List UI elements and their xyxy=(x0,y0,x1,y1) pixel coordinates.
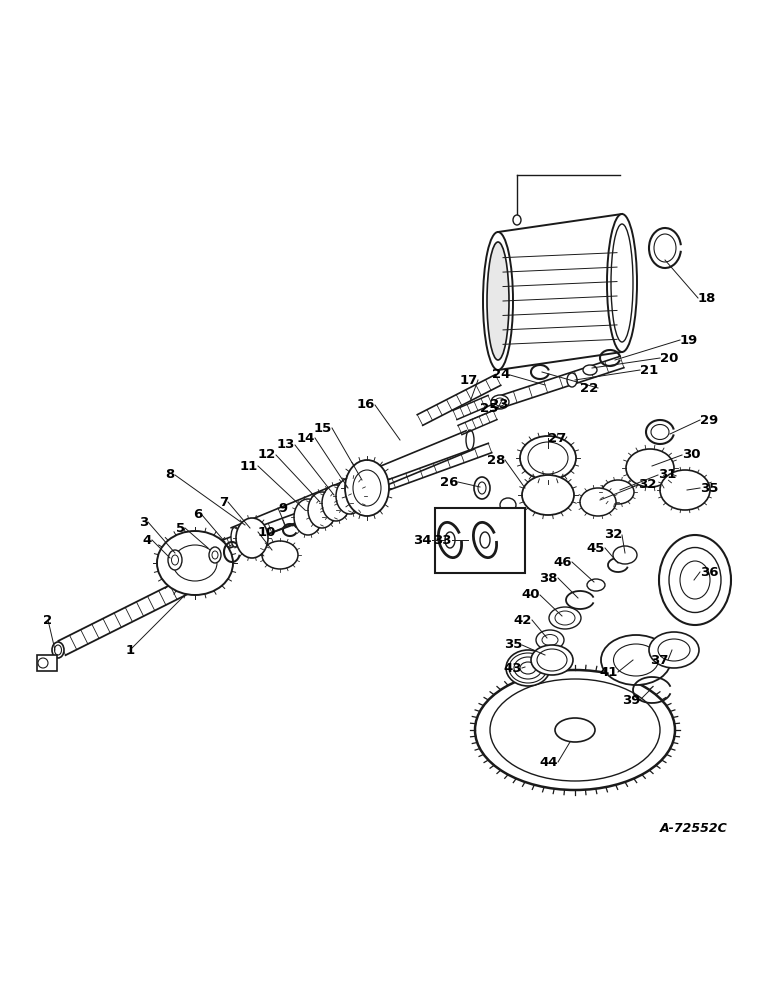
FancyBboxPatch shape xyxy=(37,655,57,671)
Ellipse shape xyxy=(555,718,595,742)
Text: 3: 3 xyxy=(139,516,148,528)
Text: 36: 36 xyxy=(700,566,719,578)
Text: 38: 38 xyxy=(540,572,558,584)
Text: 10: 10 xyxy=(258,526,276,538)
Ellipse shape xyxy=(345,460,389,516)
Text: 16: 16 xyxy=(357,398,375,412)
Ellipse shape xyxy=(52,642,64,658)
Text: 6: 6 xyxy=(193,508,202,522)
Ellipse shape xyxy=(209,547,221,563)
Text: A-72552C: A-72552C xyxy=(660,822,728,834)
Text: 20: 20 xyxy=(660,352,679,364)
Text: 41: 41 xyxy=(600,666,618,678)
Text: 8: 8 xyxy=(166,468,175,482)
Ellipse shape xyxy=(322,485,350,521)
Text: 24: 24 xyxy=(492,368,510,381)
FancyBboxPatch shape xyxy=(435,508,525,573)
Ellipse shape xyxy=(513,215,521,225)
Text: 45: 45 xyxy=(587,542,605,554)
Ellipse shape xyxy=(587,579,605,591)
Ellipse shape xyxy=(626,449,674,487)
Ellipse shape xyxy=(236,518,268,558)
Text: 44: 44 xyxy=(540,756,558,768)
Text: 28: 28 xyxy=(486,454,505,466)
Text: 37: 37 xyxy=(649,654,668,666)
Text: 26: 26 xyxy=(439,476,458,488)
Text: 32: 32 xyxy=(638,479,656,491)
Text: 1: 1 xyxy=(125,644,134,656)
Text: 23: 23 xyxy=(489,398,508,412)
Ellipse shape xyxy=(549,607,581,629)
Ellipse shape xyxy=(659,535,731,625)
Text: 4: 4 xyxy=(143,534,152,546)
Text: 25: 25 xyxy=(479,401,498,414)
Ellipse shape xyxy=(491,395,509,409)
Text: 33: 33 xyxy=(434,534,452,546)
Ellipse shape xyxy=(567,373,577,387)
Text: 19: 19 xyxy=(680,334,698,347)
Ellipse shape xyxy=(522,475,574,515)
Ellipse shape xyxy=(536,630,564,650)
Text: 43: 43 xyxy=(503,662,522,674)
Ellipse shape xyxy=(474,477,490,499)
Text: 39: 39 xyxy=(621,694,640,706)
Text: 29: 29 xyxy=(700,414,718,426)
Text: 22: 22 xyxy=(580,381,598,394)
Text: 35: 35 xyxy=(503,639,522,652)
Text: 46: 46 xyxy=(554,556,572,568)
Text: 34: 34 xyxy=(414,534,432,546)
Ellipse shape xyxy=(660,470,710,510)
Text: 32: 32 xyxy=(604,528,622,542)
Ellipse shape xyxy=(583,365,597,375)
Text: 42: 42 xyxy=(513,613,532,626)
Ellipse shape xyxy=(506,650,550,686)
Text: 21: 21 xyxy=(640,363,659,376)
Text: 7: 7 xyxy=(219,495,228,508)
Ellipse shape xyxy=(601,635,671,685)
Ellipse shape xyxy=(649,632,699,668)
Text: 13: 13 xyxy=(276,438,295,452)
Ellipse shape xyxy=(520,436,576,480)
Text: 30: 30 xyxy=(682,448,700,462)
Text: 14: 14 xyxy=(296,432,315,444)
Ellipse shape xyxy=(607,214,637,352)
Ellipse shape xyxy=(466,430,474,450)
Text: 11: 11 xyxy=(240,460,258,473)
Ellipse shape xyxy=(531,645,573,675)
Ellipse shape xyxy=(580,488,616,516)
Ellipse shape xyxy=(157,531,233,595)
Ellipse shape xyxy=(483,232,513,370)
Ellipse shape xyxy=(168,550,182,570)
Text: 31: 31 xyxy=(658,468,676,482)
Ellipse shape xyxy=(336,478,364,514)
Ellipse shape xyxy=(262,541,298,569)
Text: 9: 9 xyxy=(278,502,287,514)
Ellipse shape xyxy=(613,546,637,564)
Polygon shape xyxy=(498,214,622,370)
Ellipse shape xyxy=(308,492,336,528)
Text: 12: 12 xyxy=(258,448,276,462)
Ellipse shape xyxy=(602,480,634,504)
Text: 5: 5 xyxy=(176,522,185,534)
Ellipse shape xyxy=(294,499,322,535)
Text: 2: 2 xyxy=(43,613,52,626)
Text: 27: 27 xyxy=(548,432,566,444)
Ellipse shape xyxy=(500,498,516,512)
Ellipse shape xyxy=(231,527,239,547)
Text: 15: 15 xyxy=(313,422,332,434)
Text: 40: 40 xyxy=(522,588,540,601)
Text: 17: 17 xyxy=(460,373,478,386)
Ellipse shape xyxy=(475,670,675,790)
Text: 35: 35 xyxy=(700,482,719,494)
Text: 18: 18 xyxy=(698,292,716,304)
Ellipse shape xyxy=(487,242,509,360)
